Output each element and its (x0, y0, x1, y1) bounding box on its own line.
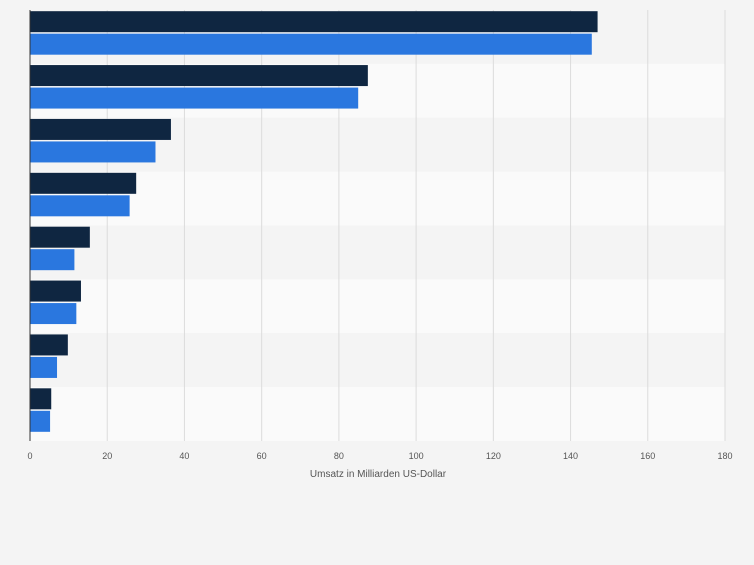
category-band (30, 279, 725, 334)
bar-series-1 (30, 118, 171, 140)
x-tick-label: 0 (27, 451, 32, 461)
category-band (30, 387, 725, 441)
x-tick-label: 100 (409, 451, 424, 461)
x-tick-label: 60 (257, 451, 267, 461)
bar-series-1 (30, 11, 598, 33)
bars (30, 11, 598, 432)
bar-series-1 (30, 388, 52, 410)
bar-series-1 (30, 280, 81, 302)
x-tick-label: 180 (717, 451, 732, 461)
category-band (30, 171, 725, 226)
x-tick-label: 20 (102, 451, 112, 461)
x-tick-label: 80 (334, 451, 344, 461)
x-tick-label: 40 (179, 451, 189, 461)
category-band (30, 333, 725, 388)
bar-series-1 (30, 334, 68, 356)
x-tick-label: 140 (563, 451, 578, 461)
x-tick-labels: 0 20 40 60 80 100 120 140 160 180 (27, 451, 732, 461)
bar-series-2 (30, 87, 359, 109)
category-bands (30, 10, 725, 441)
bar-series-2 (30, 356, 58, 378)
bar-series-2 (30, 410, 51, 432)
x-tick-label: 120 (486, 451, 501, 461)
bar-series-2 (30, 33, 592, 55)
bar-series-2 (30, 195, 130, 217)
bar-series-2 (30, 303, 77, 325)
x-axis-title: Umsatz in Milliarden US-Dollar (310, 469, 447, 480)
bar-series-1 (30, 172, 137, 194)
bar-series-1 (30, 226, 90, 248)
x-tick-label: 160 (640, 451, 655, 461)
bar-series-1 (30, 65, 368, 87)
bar-series-2 (30, 249, 75, 271)
category-band (30, 225, 725, 280)
bar-series-2 (30, 141, 156, 163)
